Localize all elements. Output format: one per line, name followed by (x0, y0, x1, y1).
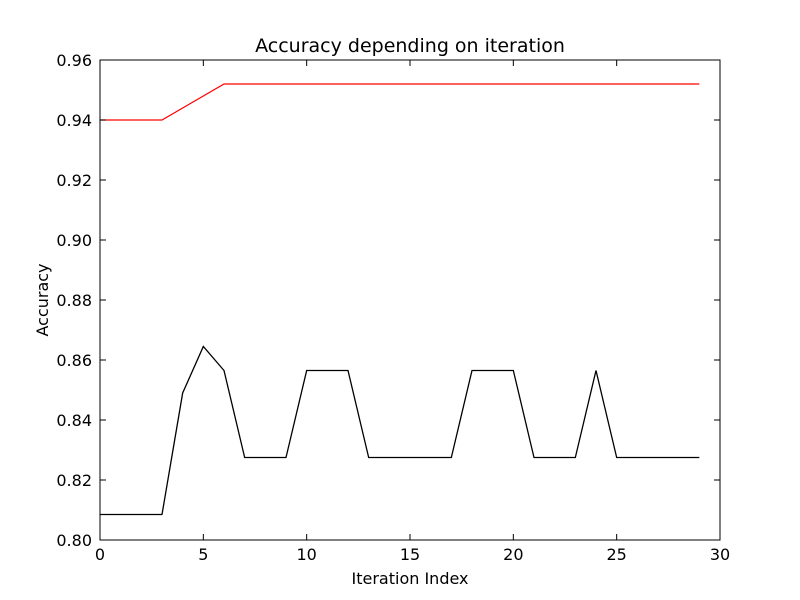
y-tick-label: 0.92 (56, 171, 92, 190)
y-tick-label: 0.96 (56, 51, 92, 70)
series-line-2 (100, 345, 700, 516)
x-tick-label: 15 (400, 545, 420, 564)
plot-frame (99, 59, 721, 541)
x-tick-label: 20 (503, 545, 523, 564)
y-tick-label: 0.86 (56, 351, 92, 370)
y-axis-title: Accuracy (33, 263, 52, 336)
tick-layer: 0 5 10 15 20 25 30 0.80 0.82 0.84 0.86 0.88 0.90 0.92… (56, 51, 730, 564)
series-line-1 (100, 83, 700, 121)
y-tick-label: 0.88 (56, 291, 92, 310)
x-tick-label: 10 (296, 545, 316, 564)
y-tick-label: 0.94 (56, 111, 92, 130)
y-tick-label: 0.80 (56, 531, 92, 550)
x-tick-label: 5 (198, 545, 208, 564)
y-tick-label: 0.84 (56, 411, 92, 430)
y-tick-label: 0.90 (56, 231, 92, 250)
chart-title: Accuracy depending on iteration (255, 35, 565, 57)
x-tick-label: 0 (95, 545, 105, 564)
x-tick-label: 30 (710, 545, 730, 564)
x-tick-label: 25 (606, 545, 626, 564)
y-tick-label: 0.82 (56, 471, 92, 490)
series-layer (100, 83, 700, 516)
x-axis-title: Iteration Index (352, 569, 469, 588)
